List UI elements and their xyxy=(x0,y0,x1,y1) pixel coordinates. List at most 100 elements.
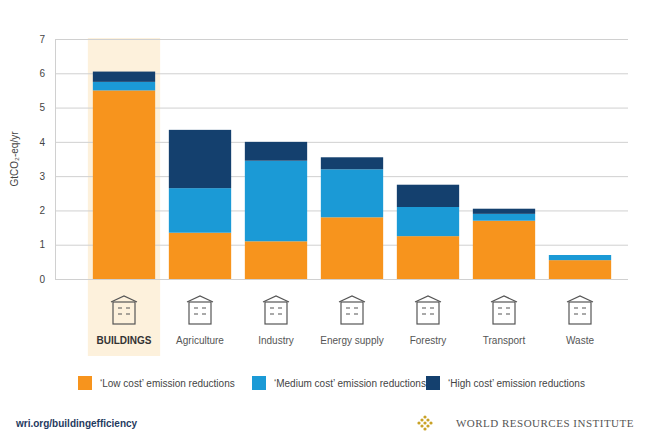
x-tick: Agriculture xyxy=(176,279,224,346)
icon xyxy=(111,296,137,324)
logo-dot xyxy=(417,421,420,424)
x-tick-label: BUILDINGS xyxy=(97,335,152,346)
x-tick: Waste xyxy=(566,279,594,346)
icon xyxy=(339,296,365,324)
bar xyxy=(549,255,611,256)
icon-detail xyxy=(574,308,586,314)
grid-line xyxy=(55,39,628,40)
icon-roof xyxy=(339,296,365,302)
y-tick-label: 0 xyxy=(39,274,45,285)
bar xyxy=(169,233,231,279)
bar xyxy=(397,207,459,236)
bar xyxy=(549,260,611,279)
icon-body xyxy=(417,302,439,324)
logo-dot xyxy=(420,424,423,427)
logo-dot xyxy=(423,415,426,418)
y-tick-label: 5 xyxy=(39,102,45,113)
x-tick-label: Waste xyxy=(566,335,594,346)
icon-roof xyxy=(491,296,517,302)
x-tick-label: Industry xyxy=(258,335,294,346)
y-axis-line xyxy=(56,40,629,280)
icon xyxy=(415,296,441,324)
logo-dot xyxy=(426,424,429,427)
icon-roof xyxy=(111,296,137,302)
icon-body xyxy=(113,302,135,324)
x-tick: Industry xyxy=(258,279,294,346)
legend-swatch xyxy=(252,376,266,390)
bar xyxy=(245,241,307,279)
grid-line xyxy=(55,279,628,280)
bar xyxy=(321,157,383,169)
y-axis-title: GtCO₂-eq/yr xyxy=(9,131,20,187)
icon-detail xyxy=(118,308,130,314)
y-tick-label: 7 xyxy=(39,34,45,45)
x-axis: BUILDINGS Agriculture Industry Energy suppl… xyxy=(87,279,619,346)
y-tick-label: 2 xyxy=(39,205,45,216)
y-tick-label: 4 xyxy=(39,137,45,148)
bars xyxy=(93,72,611,279)
bar xyxy=(245,161,307,242)
bar xyxy=(245,142,307,161)
legend-label: ‘Medium cost’ emission reductions xyxy=(274,378,426,389)
legend-label: ‘High cost’ emission reductions xyxy=(448,378,585,389)
icon-body xyxy=(189,302,211,324)
legend-swatch xyxy=(426,376,440,390)
bar xyxy=(321,169,383,217)
logo xyxy=(417,415,432,430)
bar xyxy=(473,221,535,279)
icon xyxy=(491,296,517,324)
bar xyxy=(321,217,383,279)
icons xyxy=(111,296,593,324)
icon-body xyxy=(341,302,363,324)
series xyxy=(93,82,611,260)
icon xyxy=(187,296,213,324)
icon xyxy=(567,296,593,324)
icon-detail xyxy=(194,308,206,314)
icon-roof xyxy=(567,296,593,302)
y-tick-label: 1 xyxy=(39,239,45,250)
legend-label: ‘Low cost’ emission reductions xyxy=(100,378,235,389)
x-tick: Energy supply xyxy=(320,279,383,346)
y-tick: 7 xyxy=(39,34,628,45)
footer-org: WORLD RESOURCES INSTITUTE xyxy=(456,417,634,429)
icon-body xyxy=(569,302,591,324)
bar xyxy=(397,185,459,207)
icon-roof xyxy=(415,296,441,302)
chart: 0 1 2 3 4 5 6 7 GtCO₂-eq/yr BUILDINGS Agriculture I… xyxy=(0,0,648,439)
x-tick-label: Forestry xyxy=(410,335,447,346)
icon-roof xyxy=(187,296,213,302)
series xyxy=(93,90,611,279)
y-tick-label: 6 xyxy=(39,68,45,79)
x-tick-label: Agriculture xyxy=(176,335,224,346)
icon xyxy=(263,296,289,324)
x-tick: Transport xyxy=(483,279,526,346)
bar xyxy=(473,214,535,221)
x-tick: BUILDINGS xyxy=(97,279,152,346)
icon-detail xyxy=(498,308,510,314)
bar xyxy=(93,72,155,82)
highlight xyxy=(88,38,160,356)
x-tick-label: Energy supply xyxy=(320,335,383,346)
bar xyxy=(169,130,231,188)
bar xyxy=(169,188,231,233)
logo-dot xyxy=(423,421,426,424)
icon-detail xyxy=(270,308,282,314)
icon-body xyxy=(265,302,287,324)
bar xyxy=(473,209,535,214)
bar xyxy=(93,82,155,91)
x-axis-line xyxy=(87,279,619,280)
y-axis: 0 1 2 3 4 5 6 7 xyxy=(39,34,628,285)
x-tick: Forestry xyxy=(410,279,447,346)
legend: ‘Low cost’ emission reductions ‘Medium co… xyxy=(78,376,585,390)
icon-detail xyxy=(346,308,358,314)
logo-dot xyxy=(429,421,432,424)
footer-url: wri.org/buildingefficiency xyxy=(15,418,138,429)
icon-roof xyxy=(263,296,289,302)
bar xyxy=(549,255,611,260)
logo-dot xyxy=(426,418,429,421)
y-tick-label: 3 xyxy=(39,171,45,182)
icon-detail xyxy=(422,308,434,314)
legend-swatch xyxy=(78,376,92,390)
bar xyxy=(397,236,459,279)
series xyxy=(93,72,535,214)
